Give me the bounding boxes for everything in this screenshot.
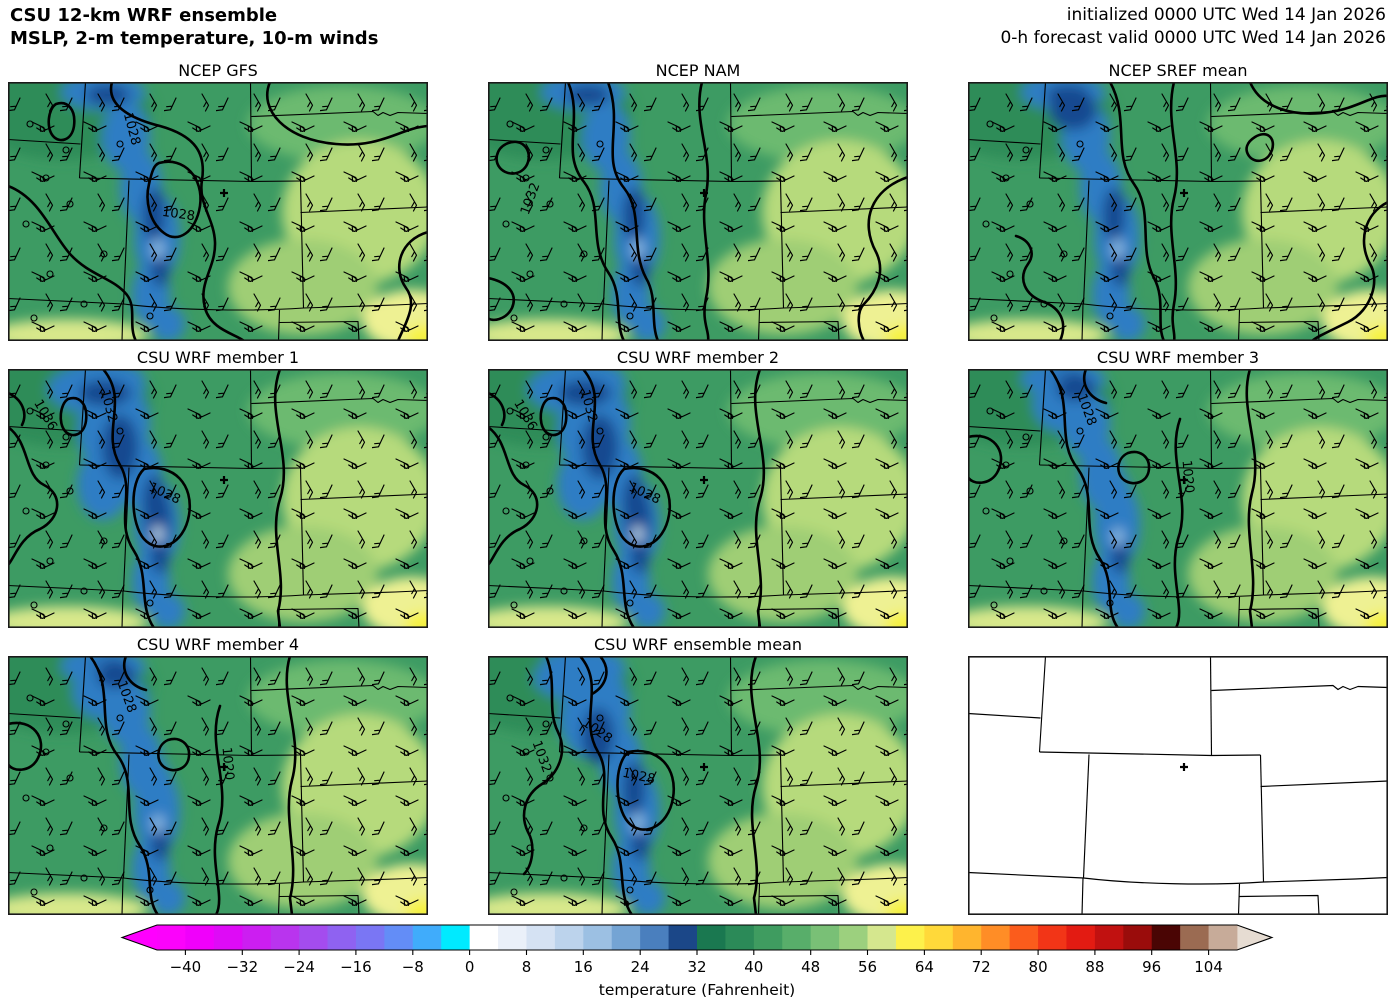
panel-title: NCEP NAM bbox=[655, 61, 741, 80]
wind-barbs-layer bbox=[488, 656, 908, 915]
contour-label: 1028 bbox=[161, 205, 196, 224]
state-borders bbox=[968, 369, 1388, 628]
wind-barbs-layer bbox=[488, 82, 908, 341]
calm-wind-circles bbox=[502, 694, 634, 896]
colorbar-tick-label: 16 bbox=[574, 958, 593, 976]
wind-barbs-layer bbox=[8, 369, 428, 628]
calm-wind-circles bbox=[502, 407, 634, 609]
calm-wind-circles bbox=[22, 407, 154, 609]
title-line-2: MSLP, 2-m temperature, 10-m winds bbox=[10, 28, 379, 49]
figure-timestamp: initialized 0000 UTC Wed 14 Jan 2026 0-h … bbox=[1000, 4, 1386, 50]
panel-title: CSU WRF member 3 bbox=[1096, 348, 1260, 367]
station-marker-icon bbox=[1180, 763, 1188, 771]
mslp-contours bbox=[1014, 82, 1388, 341]
panel-title: NCEP SREF mean bbox=[1108, 61, 1248, 80]
colorbar-tick-label: 0 bbox=[465, 958, 475, 976]
mslp-contours bbox=[968, 369, 1257, 628]
station-marker-icon bbox=[1180, 476, 1188, 484]
colorbar-tick-label: 88 bbox=[1085, 958, 1104, 976]
state-borders bbox=[8, 369, 428, 628]
state-borders bbox=[968, 656, 1388, 915]
mslp-contours bbox=[8, 656, 297, 915]
panel-title: CSU WRF member 1 bbox=[136, 348, 300, 367]
panel-title: CSU WRF ensemble mean bbox=[593, 635, 802, 654]
wind-barbs-layer bbox=[8, 656, 428, 915]
colorbar: −40 −32 −24 −16 −8 0 8 16 24 32 40 48 56 64 72 80 88 96 10… bbox=[0, 921, 1391, 1001]
panel-gfs-0: NCEP GFS 1028 1028 bbox=[8, 61, 428, 341]
colorbar-tick-label: −40 bbox=[170, 958, 202, 976]
mslp-contours bbox=[488, 82, 908, 341]
mslp-contours bbox=[8, 82, 428, 341]
panel-mean-7: CSU WRF ensemble mean 1032 1028 1028 bbox=[488, 635, 908, 915]
mslp-contours bbox=[8, 369, 286, 628]
state-borders bbox=[8, 656, 428, 915]
colorbar-tick-label: 56 bbox=[858, 958, 877, 976]
colorbar-tick-label: −24 bbox=[283, 958, 315, 976]
mslp-contours bbox=[488, 369, 766, 628]
calm-wind-circles bbox=[22, 694, 154, 896]
state-borders bbox=[488, 656, 908, 915]
calm-wind-circles bbox=[502, 120, 634, 322]
map-canvas bbox=[968, 656, 1388, 915]
station-marker-icon bbox=[700, 476, 708, 484]
colorbar-tick-label: 24 bbox=[631, 958, 650, 976]
panel-wrf2-5: CSU WRF member 3 1028 1020 bbox=[968, 348, 1388, 628]
wind-barbs-layer bbox=[488, 369, 908, 628]
title-line-1: CSU 12-km WRF ensemble bbox=[10, 5, 278, 26]
station-marker-icon bbox=[220, 476, 228, 484]
colorbar-tick-label: 104 bbox=[1194, 958, 1223, 976]
contour-label: 1028 bbox=[621, 766, 656, 788]
wind-barbs-layer bbox=[968, 369, 1388, 628]
map-canvas: 1032 bbox=[488, 82, 908, 341]
colorbar-tick-label: 72 bbox=[972, 958, 991, 976]
calm-wind-circles bbox=[982, 407, 1114, 609]
contour-label: 1020 bbox=[1179, 460, 1197, 494]
calm-wind-circles bbox=[22, 120, 154, 322]
colorbar-arrow-left bbox=[122, 925, 157, 950]
panel-title: CSU WRF member 2 bbox=[616, 348, 780, 367]
init-line: initialized 0000 UTC Wed 14 Jan 2026 bbox=[1066, 5, 1386, 25]
station-marker-icon bbox=[1180, 189, 1188, 197]
panel-wrf-3: CSU WRF member 1 1032 1036 1028 bbox=[8, 348, 428, 628]
colorbar-tick-label: 32 bbox=[687, 958, 706, 976]
colorbar-arrow-right bbox=[1237, 925, 1272, 950]
mslp-contours bbox=[522, 656, 762, 915]
station-marker-icon bbox=[220, 189, 228, 197]
colorbar-tick-label: 40 bbox=[744, 958, 763, 976]
panel-title: NCEP GFS bbox=[178, 61, 258, 80]
state-borders bbox=[488, 82, 908, 341]
colorbar-tick-label: −16 bbox=[340, 958, 372, 976]
figure-title: CSU 12-km WRF ensemble MSLP, 2-m temperat… bbox=[10, 4, 378, 50]
station-marker-icon bbox=[700, 763, 708, 771]
panel-wrf-4: CSU WRF member 2 1032 1036 1028 bbox=[488, 348, 908, 628]
panel-nam-1: NCEP NAM 1032 bbox=[488, 61, 908, 341]
state-borders bbox=[8, 82, 428, 341]
colorbar-tick-label: 8 bbox=[522, 958, 532, 976]
colorbar-tick-label: 96 bbox=[1142, 958, 1161, 976]
colorbar-tick-label: −8 bbox=[402, 958, 424, 976]
contour-label: 1020 bbox=[219, 747, 237, 781]
panel-empty-map-8 bbox=[968, 656, 1388, 915]
colorbar-tick-label: 80 bbox=[1029, 958, 1048, 976]
station-marker-icon bbox=[700, 189, 708, 197]
wind-barbs-layer bbox=[968, 82, 1388, 341]
colorbar-tick-label: 48 bbox=[801, 958, 820, 976]
panel-sref-2: NCEP SREF mean bbox=[968, 61, 1388, 341]
valid-line: 0-h forecast valid 0000 UTC Wed 14 Jan 2… bbox=[1000, 28, 1386, 48]
panel-wrf2-6: CSU WRF member 4 1028 1020 bbox=[8, 635, 428, 915]
panel-title: CSU WRF member 4 bbox=[136, 635, 300, 654]
wind-barbs-layer bbox=[8, 82, 428, 341]
station-marker-icon bbox=[220, 763, 228, 771]
colorbar-tick-label: 64 bbox=[915, 958, 934, 976]
colorbar-axis-label: temperature (Fahrenheit) bbox=[599, 981, 795, 999]
map-canvas bbox=[968, 82, 1388, 341]
colorbar-tick-label: −32 bbox=[226, 958, 258, 976]
